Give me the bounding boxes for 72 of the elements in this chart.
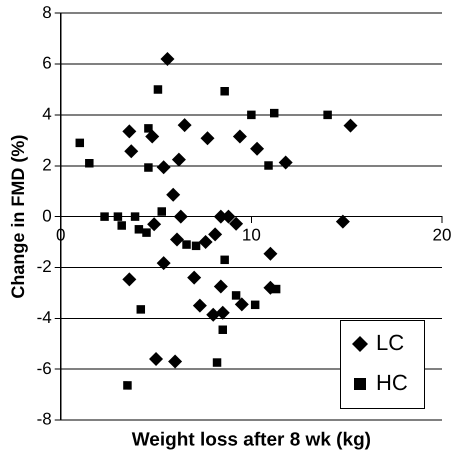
y-tick-label: 4 bbox=[42, 104, 52, 124]
legend-label: LC bbox=[376, 330, 404, 356]
point bbox=[218, 326, 228, 334]
y-tick-label: 0 bbox=[42, 206, 52, 226]
point bbox=[232, 291, 240, 300]
point bbox=[247, 110, 256, 120]
point bbox=[200, 131, 215, 146]
point bbox=[172, 152, 186, 167]
point bbox=[117, 221, 126, 230]
x-tick-label: 10 bbox=[242, 225, 261, 244]
point bbox=[145, 130, 160, 144]
y-tick-label: 6 bbox=[42, 54, 52, 73]
point bbox=[270, 108, 278, 118]
point bbox=[170, 232, 184, 246]
point bbox=[76, 138, 84, 148]
point bbox=[192, 242, 200, 250]
point bbox=[208, 227, 222, 242]
point bbox=[232, 130, 247, 144]
x-axis-title: Weight loss after 8 wk (kg) bbox=[132, 430, 372, 451]
y-tick-label: -6 bbox=[36, 358, 52, 378]
point bbox=[220, 87, 229, 96]
point bbox=[136, 305, 146, 314]
point bbox=[142, 228, 151, 237]
point bbox=[264, 161, 273, 170]
point bbox=[166, 188, 180, 202]
y-tick-label: 8 bbox=[42, 2, 52, 22]
point bbox=[220, 256, 229, 264]
x-tick-label: 20 bbox=[432, 225, 452, 244]
point bbox=[122, 272, 136, 286]
point bbox=[192, 298, 207, 313]
point bbox=[124, 144, 138, 158]
point bbox=[178, 118, 192, 132]
point bbox=[250, 142, 264, 156]
point bbox=[278, 155, 293, 170]
point bbox=[250, 300, 260, 310]
point bbox=[229, 216, 244, 231]
point bbox=[198, 235, 213, 250]
point bbox=[85, 158, 94, 168]
point bbox=[122, 124, 136, 138]
y-tick-label: -2 bbox=[36, 257, 52, 276]
point bbox=[168, 354, 182, 369]
point bbox=[323, 110, 332, 120]
point bbox=[214, 280, 228, 294]
point bbox=[160, 52, 174, 66]
point bbox=[156, 160, 171, 174]
y-tick-label: 2 bbox=[42, 155, 52, 174]
legend-label: HC bbox=[376, 370, 408, 396]
point bbox=[187, 270, 202, 285]
point bbox=[206, 308, 220, 322]
point bbox=[216, 306, 230, 320]
point bbox=[212, 358, 222, 367]
point bbox=[154, 85, 162, 94]
point bbox=[114, 212, 122, 221]
point bbox=[100, 212, 109, 221]
point bbox=[263, 246, 278, 261]
point bbox=[147, 217, 162, 232]
point bbox=[144, 163, 153, 172]
y-tick-label: -4 bbox=[36, 308, 52, 327]
point bbox=[149, 352, 164, 366]
point bbox=[123, 381, 132, 390]
point bbox=[134, 225, 144, 234]
point bbox=[182, 240, 191, 249]
y-axis-title: Change in FMD (%) bbox=[8, 134, 28, 299]
point bbox=[336, 214, 350, 229]
point bbox=[343, 118, 358, 133]
point bbox=[174, 210, 188, 224]
point bbox=[156, 256, 171, 270]
y-tick-label: -8 bbox=[36, 410, 52, 429]
point bbox=[144, 124, 153, 133]
point bbox=[234, 297, 249, 312]
point bbox=[158, 207, 166, 216]
point bbox=[130, 212, 140, 221]
